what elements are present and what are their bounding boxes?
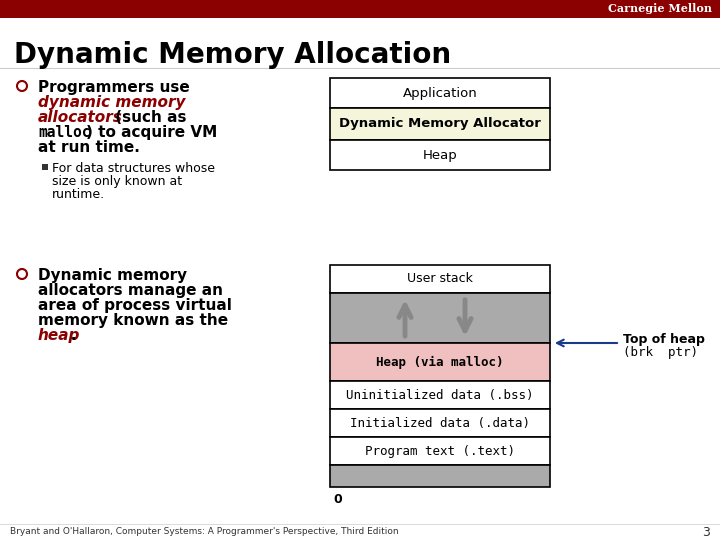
- Text: Initialized data (.data): Initialized data (.data): [350, 416, 530, 429]
- Text: (brk  ptr): (brk ptr): [623, 346, 698, 359]
- Bar: [330, 265, 550, 293]
- Text: Dynamic memory: Dynamic memory: [38, 268, 187, 283]
- Bar: [330, 381, 550, 409]
- Text: Dynamic Memory Allocator: Dynamic Memory Allocator: [339, 118, 541, 131]
- Bar: [42, 164, 48, 170]
- Text: 0: 0: [333, 493, 342, 506]
- Text: allocators: allocators: [38, 110, 123, 125]
- Bar: [330, 78, 550, 108]
- Text: Uninitialized data (.bss): Uninitialized data (.bss): [346, 388, 534, 402]
- Text: Bryant and O'Hallaron, Computer Systems: A Programmer's Perspective, Third Editi: Bryant and O'Hallaron, Computer Systems:…: [10, 528, 399, 537]
- Text: at run time.: at run time.: [38, 140, 140, 155]
- Bar: [330, 465, 550, 487]
- Text: Carnegie Mellon: Carnegie Mellon: [608, 3, 712, 15]
- Text: Program text (.text): Program text (.text): [365, 444, 515, 457]
- Text: 3: 3: [702, 525, 710, 538]
- Text: dynamic memory: dynamic memory: [38, 95, 186, 110]
- Text: Programmers use: Programmers use: [38, 80, 190, 95]
- Text: runtime.: runtime.: [52, 188, 105, 201]
- Text: allocators manage an: allocators manage an: [38, 283, 223, 298]
- Text: .: .: [71, 328, 76, 343]
- Text: memory known as the: memory known as the: [38, 313, 228, 328]
- Text: malloc: malloc: [38, 125, 91, 140]
- Text: Application: Application: [402, 86, 477, 99]
- Text: Heap: Heap: [423, 148, 457, 161]
- Bar: [330, 140, 550, 170]
- Text: heap: heap: [38, 328, 81, 343]
- Bar: [330, 437, 550, 465]
- Text: size is only known at: size is only known at: [52, 175, 182, 188]
- Text: Top of heap: Top of heap: [623, 333, 705, 346]
- Bar: [0, 0, 720, 18]
- Text: User stack: User stack: [407, 273, 473, 286]
- Bar: [330, 108, 550, 140]
- Text: (such as: (such as: [110, 110, 186, 125]
- Text: ) to acquire VM: ) to acquire VM: [86, 125, 217, 140]
- Text: Heap (via malloc): Heap (via malloc): [377, 355, 504, 368]
- Text: For data structures whose: For data structures whose: [52, 162, 215, 175]
- Bar: [330, 343, 550, 381]
- Text: Dynamic Memory Allocation: Dynamic Memory Allocation: [14, 41, 451, 69]
- Text: area of process virtual: area of process virtual: [38, 298, 232, 313]
- Bar: [330, 293, 550, 343]
- Bar: [330, 409, 550, 437]
